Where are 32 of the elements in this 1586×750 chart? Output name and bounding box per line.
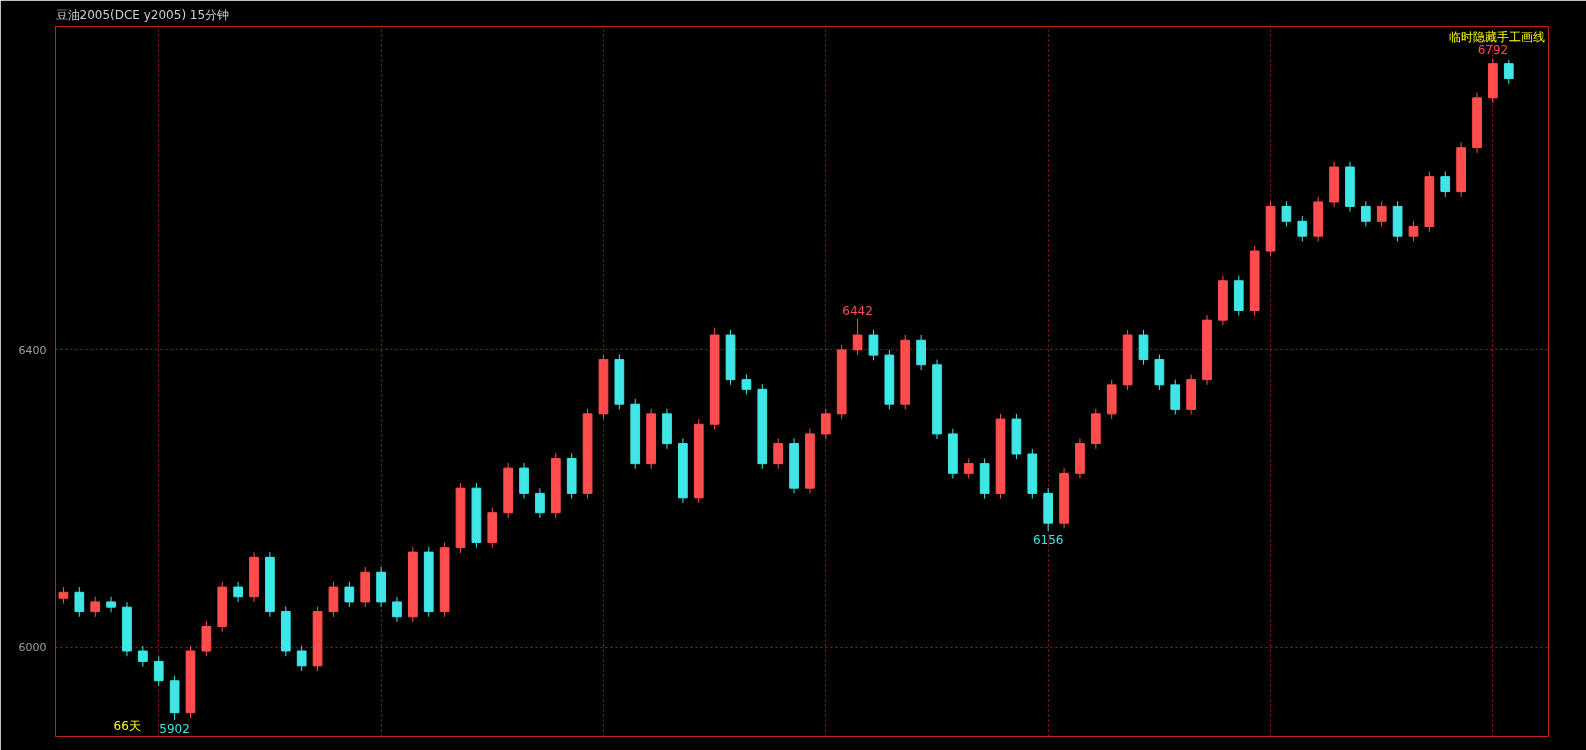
candlestick	[1440, 170, 1451, 198]
candlestick	[90, 596, 101, 618]
candlestick	[868, 329, 879, 361]
chart-title: 豆油2005(DCE y2005) 15分钟	[55, 7, 230, 22]
candlestick	[1503, 59, 1514, 85]
annotation: 5902	[159, 722, 190, 737]
candlestick	[1297, 215, 1308, 242]
annotation: 66天	[113, 718, 141, 733]
candlestick	[344, 581, 355, 608]
y-tick-label: 6000	[18, 641, 47, 655]
y-tick-label: 6400	[18, 343, 47, 357]
candlestick	[1281, 200, 1292, 227]
candlestick	[296, 645, 307, 672]
candlestick	[106, 596, 116, 613]
candlestick	[137, 645, 148, 668]
candlestick	[741, 373, 752, 396]
annotation: 6792	[1477, 43, 1509, 58]
candlestick	[1408, 220, 1419, 242]
candlestick	[852, 318, 863, 356]
candlestick	[773, 437, 784, 470]
candlestick	[820, 408, 831, 440]
annotation: 6156	[1032, 533, 1064, 548]
annotation: 6442	[842, 303, 873, 318]
candlestick	[233, 581, 244, 603]
candlestick	[1376, 200, 1387, 227]
annotation: 临时隐藏手工画线	[1448, 29, 1545, 44]
candlestick	[392, 596, 402, 623]
candlestick	[74, 586, 85, 618]
candlestick	[535, 487, 545, 519]
candlestick	[153, 655, 164, 687]
candlestick	[1360, 200, 1371, 227]
candlestick	[963, 457, 974, 480]
